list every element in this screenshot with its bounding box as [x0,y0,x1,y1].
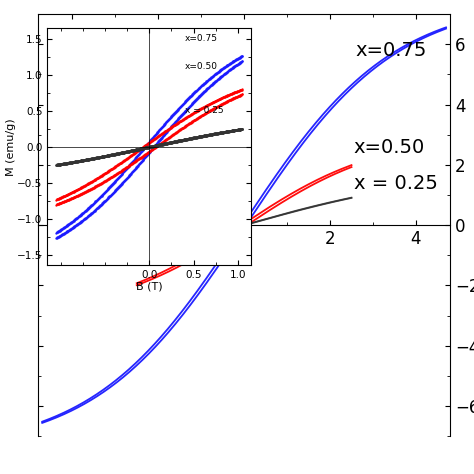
Text: x=0.75: x=0.75 [356,41,427,60]
Text: x=0.75: x=0.75 [185,34,218,43]
Y-axis label: M (emu/g): M (emu/g) [6,118,16,176]
X-axis label: B (T): B (T) [136,282,163,292]
Text: x = 0.25: x = 0.25 [185,106,223,115]
Text: x=0.50: x=0.50 [354,138,425,157]
Text: x=0.50: x=0.50 [185,63,218,72]
Text: x = 0.25: x = 0.25 [354,174,438,193]
